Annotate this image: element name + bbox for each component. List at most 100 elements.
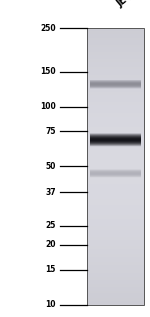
Bar	[87, 295, 144, 296]
Bar	[87, 227, 144, 228]
Text: 15: 15	[45, 265, 56, 274]
Bar	[87, 242, 144, 243]
Bar	[87, 172, 144, 173]
Bar	[87, 106, 144, 107]
Bar	[87, 52, 144, 53]
Bar	[87, 112, 144, 113]
Bar	[87, 70, 144, 71]
Bar	[87, 283, 144, 284]
Bar	[87, 226, 144, 227]
Bar	[87, 259, 144, 260]
Bar	[87, 235, 144, 236]
Bar	[87, 40, 144, 41]
Bar	[87, 114, 144, 115]
Bar	[87, 36, 144, 37]
Bar	[87, 162, 144, 163]
Bar	[87, 136, 144, 137]
Bar	[87, 78, 144, 79]
Bar	[87, 121, 144, 122]
Bar	[87, 49, 144, 50]
Bar	[87, 57, 144, 58]
Bar	[87, 304, 144, 305]
Bar	[87, 88, 144, 89]
Bar	[87, 113, 144, 114]
Bar	[87, 299, 144, 300]
Bar	[87, 169, 144, 170]
Bar	[87, 81, 144, 82]
Bar	[87, 170, 144, 171]
Bar	[87, 251, 144, 252]
Bar	[87, 47, 144, 48]
Bar	[87, 159, 144, 160]
Bar	[87, 263, 144, 264]
Bar	[87, 282, 144, 283]
Bar	[87, 86, 144, 87]
Bar	[87, 239, 144, 240]
Bar	[87, 75, 144, 76]
Bar	[87, 60, 144, 61]
Bar	[87, 268, 144, 269]
Bar	[87, 130, 144, 131]
Bar	[87, 67, 144, 68]
Bar	[87, 176, 144, 177]
Bar	[87, 157, 144, 158]
Bar	[87, 131, 144, 132]
Bar	[87, 96, 144, 97]
Bar	[87, 74, 144, 75]
Bar	[87, 132, 144, 133]
Bar	[87, 143, 144, 144]
Bar	[87, 200, 144, 201]
Bar	[87, 141, 144, 142]
Bar	[87, 51, 144, 52]
Bar	[87, 99, 144, 100]
Bar	[87, 77, 144, 78]
Bar	[87, 252, 144, 253]
Bar	[87, 117, 144, 118]
Bar	[87, 237, 144, 238]
Bar	[87, 50, 144, 51]
Bar	[87, 102, 144, 103]
Bar	[87, 85, 144, 86]
Bar	[87, 296, 144, 297]
Bar	[87, 53, 144, 54]
Bar	[87, 168, 144, 169]
Bar	[87, 198, 144, 199]
Bar	[87, 133, 144, 134]
Bar	[87, 294, 144, 295]
Bar	[87, 79, 144, 80]
Bar	[87, 279, 144, 280]
Bar	[87, 69, 144, 70]
Bar	[87, 46, 144, 47]
Bar	[87, 148, 144, 149]
Bar	[87, 107, 144, 108]
Bar	[87, 37, 144, 38]
Bar	[87, 185, 144, 186]
Bar	[87, 182, 144, 183]
Bar	[87, 59, 144, 60]
Text: 25: 25	[45, 221, 56, 230]
Bar	[87, 165, 144, 166]
Bar	[87, 203, 144, 204]
Bar	[87, 281, 144, 282]
Bar	[87, 119, 144, 120]
Text: 37: 37	[45, 188, 56, 197]
Bar	[87, 257, 144, 258]
Bar	[87, 38, 144, 39]
Bar	[87, 215, 144, 216]
Bar	[87, 62, 144, 63]
Bar	[87, 137, 144, 138]
Bar	[87, 166, 144, 167]
Bar	[87, 73, 144, 74]
Bar	[87, 173, 144, 174]
Bar	[87, 76, 144, 77]
Bar	[87, 177, 144, 178]
Bar	[87, 193, 144, 194]
Bar	[87, 211, 144, 212]
Bar	[87, 54, 144, 55]
Bar	[87, 301, 144, 302]
Bar	[87, 225, 144, 226]
Bar	[87, 298, 144, 299]
Bar	[87, 135, 144, 136]
Bar	[87, 220, 144, 221]
Bar	[87, 278, 144, 279]
